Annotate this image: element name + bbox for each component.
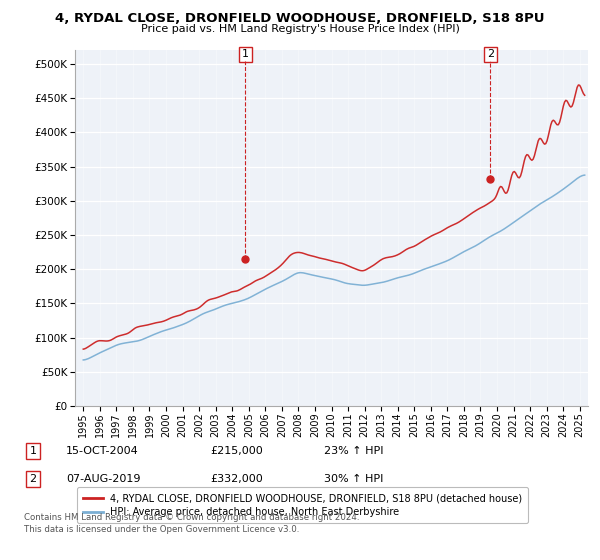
Text: 1: 1: [242, 49, 249, 59]
Text: £332,000: £332,000: [210, 474, 263, 484]
Text: 15-OCT-2004: 15-OCT-2004: [66, 446, 139, 456]
Text: This data is licensed under the Open Government Licence v3.0.: This data is licensed under the Open Gov…: [24, 525, 299, 534]
Text: 30% ↑ HPI: 30% ↑ HPI: [324, 474, 383, 484]
Text: 07-AUG-2019: 07-AUG-2019: [66, 474, 140, 484]
Text: 2: 2: [487, 49, 494, 59]
Text: 4, RYDAL CLOSE, DRONFIELD WOODHOUSE, DRONFIELD, S18 8PU: 4, RYDAL CLOSE, DRONFIELD WOODHOUSE, DRO…: [55, 12, 545, 25]
Text: Price paid vs. HM Land Registry's House Price Index (HPI): Price paid vs. HM Land Registry's House …: [140, 24, 460, 34]
Text: 2: 2: [29, 474, 37, 484]
Text: £215,000: £215,000: [210, 446, 263, 456]
Text: Contains HM Land Registry data © Crown copyright and database right 2024.: Contains HM Land Registry data © Crown c…: [24, 514, 359, 522]
Text: 1: 1: [29, 446, 37, 456]
Legend: 4, RYDAL CLOSE, DRONFIELD WOODHOUSE, DRONFIELD, S18 8PU (detached house), HPI: A: 4, RYDAL CLOSE, DRONFIELD WOODHOUSE, DRO…: [77, 487, 529, 523]
Text: 23% ↑ HPI: 23% ↑ HPI: [324, 446, 383, 456]
